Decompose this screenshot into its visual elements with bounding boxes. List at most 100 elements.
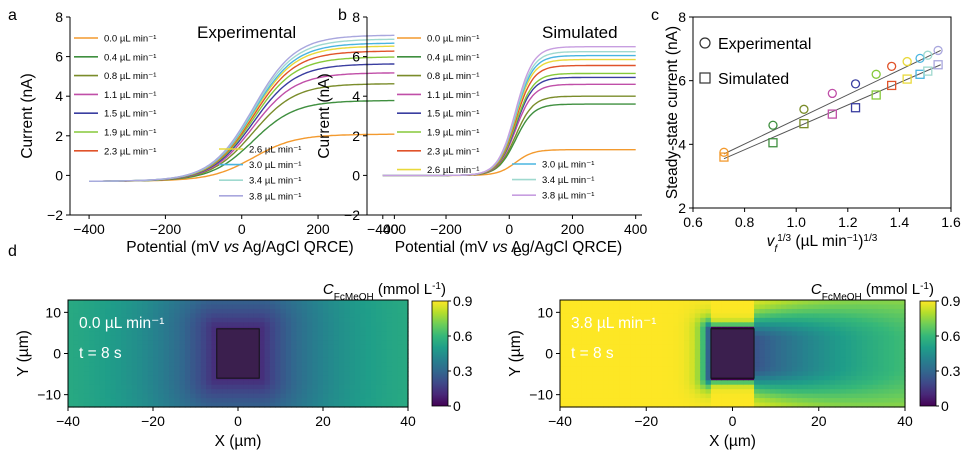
heat-cell [121,313,128,319]
legend-label: 3.8 µL min⁻¹ [542,191,594,202]
heat-cell [813,393,820,399]
heat-cell [397,340,404,346]
heat-cell [867,326,874,332]
heat-cell [748,304,755,310]
y-tick-label: 4 [352,88,360,104]
heat-cell [105,353,112,359]
heat-cell [68,308,74,314]
heat-cell [845,366,852,372]
heat-cell [402,326,409,332]
heat-cell [206,393,213,399]
heat-cell [291,304,298,310]
heat-cell [878,317,885,323]
heat-cell [576,384,583,390]
x-tick-label: 0.8 [735,214,755,230]
heat-cell [137,335,143,341]
heat-cell [603,366,610,372]
heat-cell [861,300,868,306]
heat-cell [867,308,874,314]
x-tick-label: 40 [897,413,913,429]
heat-cell [190,335,197,341]
heat-cell [759,375,766,381]
heat-cell [376,308,383,314]
heat-cell [206,300,213,306]
heat-cell [354,371,361,377]
heat-cell [168,362,175,368]
heat-cell [89,340,96,346]
x-tick-label: 1.6 [941,214,961,230]
heat-cell [807,366,814,372]
heat-cell [592,322,599,328]
heat-cell [206,357,213,364]
heat-cell [83,389,90,395]
heat-cell [78,308,85,314]
heat-cell [759,353,766,359]
heat-cell [142,326,149,332]
heat-cell [323,353,329,359]
heat-cell [878,344,885,350]
heat-cell [818,340,825,346]
heat-cell [73,340,80,346]
heat-cell [807,326,814,332]
heat-cell [888,331,895,337]
heat-cell [851,317,858,323]
heat-cell [662,402,669,408]
heat-cell [73,313,80,319]
heat-cell [301,384,308,390]
heat-cell [883,335,890,341]
heat-cell [147,308,154,314]
heat-cell [338,398,345,404]
heat-cell [737,317,744,323]
heat-cell [829,304,836,310]
heat-cell [694,362,701,368]
heat-cell [834,362,841,368]
heat-cell [592,353,599,359]
heat-cell [861,380,868,386]
heat-cell [296,331,303,337]
heat-cell [269,300,276,306]
heat-cell [754,393,761,399]
heat-cell [312,389,319,395]
heat-cell [238,313,244,319]
heat-cell [667,398,674,404]
heat-cell [683,375,690,381]
heat-cell [878,335,885,341]
heat-cell [646,353,653,359]
heat-cell [269,402,276,408]
series-line-4 [382,76,636,177]
heat-cell [291,402,298,408]
heat-cell [764,389,771,395]
heat-cell [764,375,771,381]
heat-cell [280,353,287,359]
heat-cell [110,353,117,359]
heat-cell [586,371,593,377]
heat-cell [813,366,820,372]
heat-cell [829,384,836,390]
heat-cell [845,375,852,381]
heat-cell [110,300,117,306]
heat-cell [802,371,809,377]
heat-cell [840,300,847,306]
heat-cell [142,331,149,337]
heat-cell [115,335,122,341]
heat-cell [640,331,647,337]
heat-cell [667,308,674,314]
heat-cell [700,335,707,341]
heat-cell [328,362,335,368]
heat-cell [184,300,191,306]
heat-cell [872,402,879,408]
heat-cell [592,393,599,399]
heat-cell [813,331,820,337]
heat-cell [705,371,712,377]
heat-cell [802,300,809,306]
colorbar-title-part: -1 [920,281,929,292]
heat-cell [402,322,409,328]
heat-cell [683,402,690,408]
heat-cell [179,340,186,346]
heat-cell [754,304,761,310]
heat-cell [381,304,388,310]
heat-cell [899,362,906,368]
heat-cell [807,304,814,310]
heat-cell [381,340,388,346]
heat-cell [376,398,383,404]
